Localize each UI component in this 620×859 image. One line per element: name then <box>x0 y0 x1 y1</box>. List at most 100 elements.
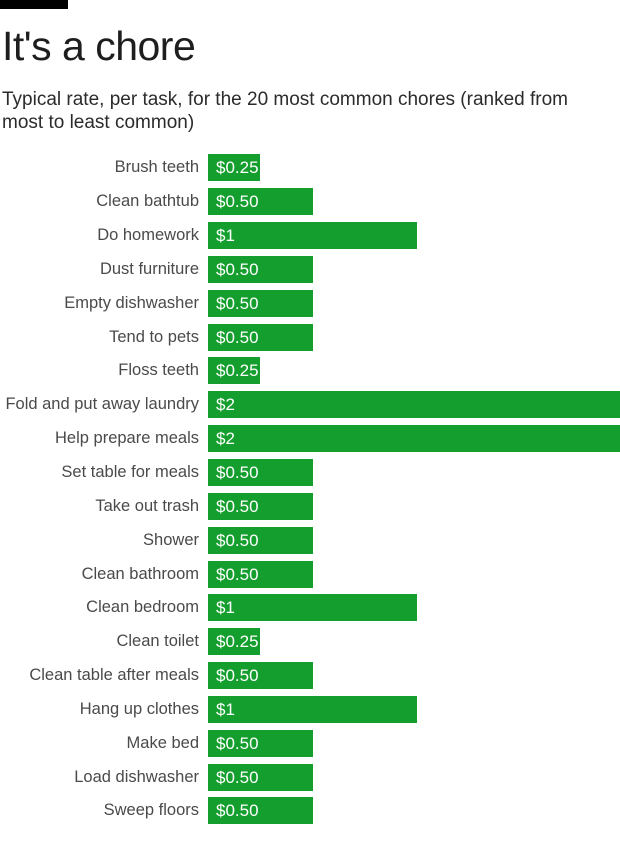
bar: $1 <box>208 695 417 723</box>
value-label: $0.25 <box>216 158 259 178</box>
chart-row: Brush teeth $0.25 <box>0 151 620 185</box>
value-label: $0.50 <box>216 666 259 686</box>
value-label: $0.25 <box>216 632 259 652</box>
value-label: $0.50 <box>216 564 259 584</box>
bar-track: $0.50 <box>208 560 620 588</box>
category-label: Set table for meals <box>61 463 199 482</box>
value-label: $0.50 <box>216 192 259 212</box>
bar-track: $1 <box>208 222 620 250</box>
chart-row: Take out trash $0.50 <box>0 489 620 523</box>
bar-track: $0.25 <box>208 154 620 182</box>
bar: $0.25 <box>208 628 260 656</box>
bar: $2 <box>208 391 620 419</box>
bar: $0.50 <box>208 662 313 690</box>
chart-subtitle: Typical rate, per task, for the 20 most … <box>2 89 569 133</box>
bar: $0.50 <box>208 289 313 317</box>
chart-row: Make bed $0.50 <box>0 726 620 760</box>
category-label: Load dishwasher <box>74 767 199 786</box>
category-label: Sweep floors <box>103 801 199 820</box>
chart-row: Floss teeth $0.25 <box>0 354 620 388</box>
chart-row: Clean bathroom $0.50 <box>0 557 620 591</box>
category-label: Clean bedroom <box>86 598 199 617</box>
bar-chart: Brush teeth $0.25 Clean bathtub $0.50 Do hom… <box>0 151 620 828</box>
chart-title: It's a chore <box>2 23 196 69</box>
category-label: Tend to pets <box>109 327 199 346</box>
bar-track: $0.50 <box>208 255 620 283</box>
category-label: Help prepare meals <box>55 429 199 448</box>
category-label: Clean bathroom <box>81 564 199 583</box>
bar: $0.50 <box>208 729 313 757</box>
bar-track: $0.50 <box>208 459 620 487</box>
chart-row: Clean toilet $0.25 <box>0 625 620 659</box>
bar: $0.50 <box>208 797 313 825</box>
bar: $2 <box>208 425 620 453</box>
chart-row: Clean bedroom $1 <box>0 591 620 625</box>
bar: $0.50 <box>208 188 313 216</box>
value-label: $0.50 <box>216 259 259 279</box>
category-label: Empty dishwasher <box>64 293 199 312</box>
kicker-bar <box>0 0 68 9</box>
value-label: $0.25 <box>216 361 259 381</box>
bar: $0.25 <box>208 357 260 385</box>
bar: $0.50 <box>208 459 313 487</box>
chart-row: Clean table after meals $0.50 <box>0 659 620 693</box>
value-label: $2 <box>216 429 235 449</box>
chart-row: Load dishwasher $0.50 <box>0 760 620 794</box>
value-label: $0.50 <box>216 463 259 483</box>
chart-row: Tend to pets $0.50 <box>0 320 620 354</box>
value-label: $0.50 <box>216 293 259 313</box>
chart-row: Hang up clothes $1 <box>0 693 620 727</box>
bar: $1 <box>208 222 417 250</box>
value-label: $1 <box>216 226 235 246</box>
chart-row: Fold and put away laundry $2 <box>0 388 620 422</box>
chart-row: Shower $0.50 <box>0 523 620 557</box>
bar: $1 <box>208 594 417 622</box>
bar-track: $2 <box>208 425 620 453</box>
category-label: Clean bathtub <box>96 192 199 211</box>
category-label: Shower <box>143 530 199 549</box>
bar: $0.50 <box>208 323 313 351</box>
chart-row: Clean bathtub $0.50 <box>0 185 620 219</box>
category-label: Dust furniture <box>99 259 199 278</box>
bar-track: $0.50 <box>208 526 620 554</box>
value-label: $1 <box>216 699 235 719</box>
category-label: Make bed <box>126 733 199 752</box>
bar-track: $0.50 <box>208 763 620 791</box>
category-label: Floss teeth <box>118 361 199 380</box>
value-label: $0.50 <box>216 530 259 550</box>
bar-track: $2 <box>208 391 620 419</box>
bar: $0.25 <box>208 154 260 182</box>
chart-row: Dust furniture $0.50 <box>0 253 620 287</box>
category-label: Clean toilet <box>116 632 199 651</box>
value-label: $0.50 <box>216 733 259 753</box>
bar: $0.50 <box>208 492 313 520</box>
value-label: $1 <box>216 598 235 618</box>
category-label: Hang up clothes <box>79 699 199 718</box>
chart-row: Sweep floors $0.50 <box>0 794 620 828</box>
bar: $0.50 <box>208 560 313 588</box>
bar-track: $0.50 <box>208 188 620 216</box>
bar: $0.50 <box>208 763 313 791</box>
category-label: Take out trash <box>95 496 199 515</box>
chart-row: Help prepare meals $2 <box>0 422 620 456</box>
bar-track: $0.50 <box>208 797 620 825</box>
value-label: $2 <box>216 395 235 415</box>
category-label: Do homework <box>97 226 199 245</box>
value-label: $0.50 <box>216 327 259 347</box>
chart-row: Do homework $1 <box>0 219 620 253</box>
bar-track: $0.50 <box>208 323 620 351</box>
bar-track: $0.50 <box>208 662 620 690</box>
value-label: $0.50 <box>216 801 259 821</box>
category-label: Fold and put away laundry <box>5 395 199 414</box>
chart-row: Empty dishwasher $0.50 <box>0 286 620 320</box>
bar-track: $0.50 <box>208 289 620 317</box>
chart-row: Set table for meals $0.50 <box>0 456 620 490</box>
value-label: $0.50 <box>216 767 259 787</box>
bar: $0.50 <box>208 526 313 554</box>
bar-track: $1 <box>208 695 620 723</box>
bar-track: $0.25 <box>208 357 620 385</box>
bar-track: $0.50 <box>208 729 620 757</box>
bar-track: $1 <box>208 594 620 622</box>
category-label: Brush teeth <box>114 158 199 177</box>
